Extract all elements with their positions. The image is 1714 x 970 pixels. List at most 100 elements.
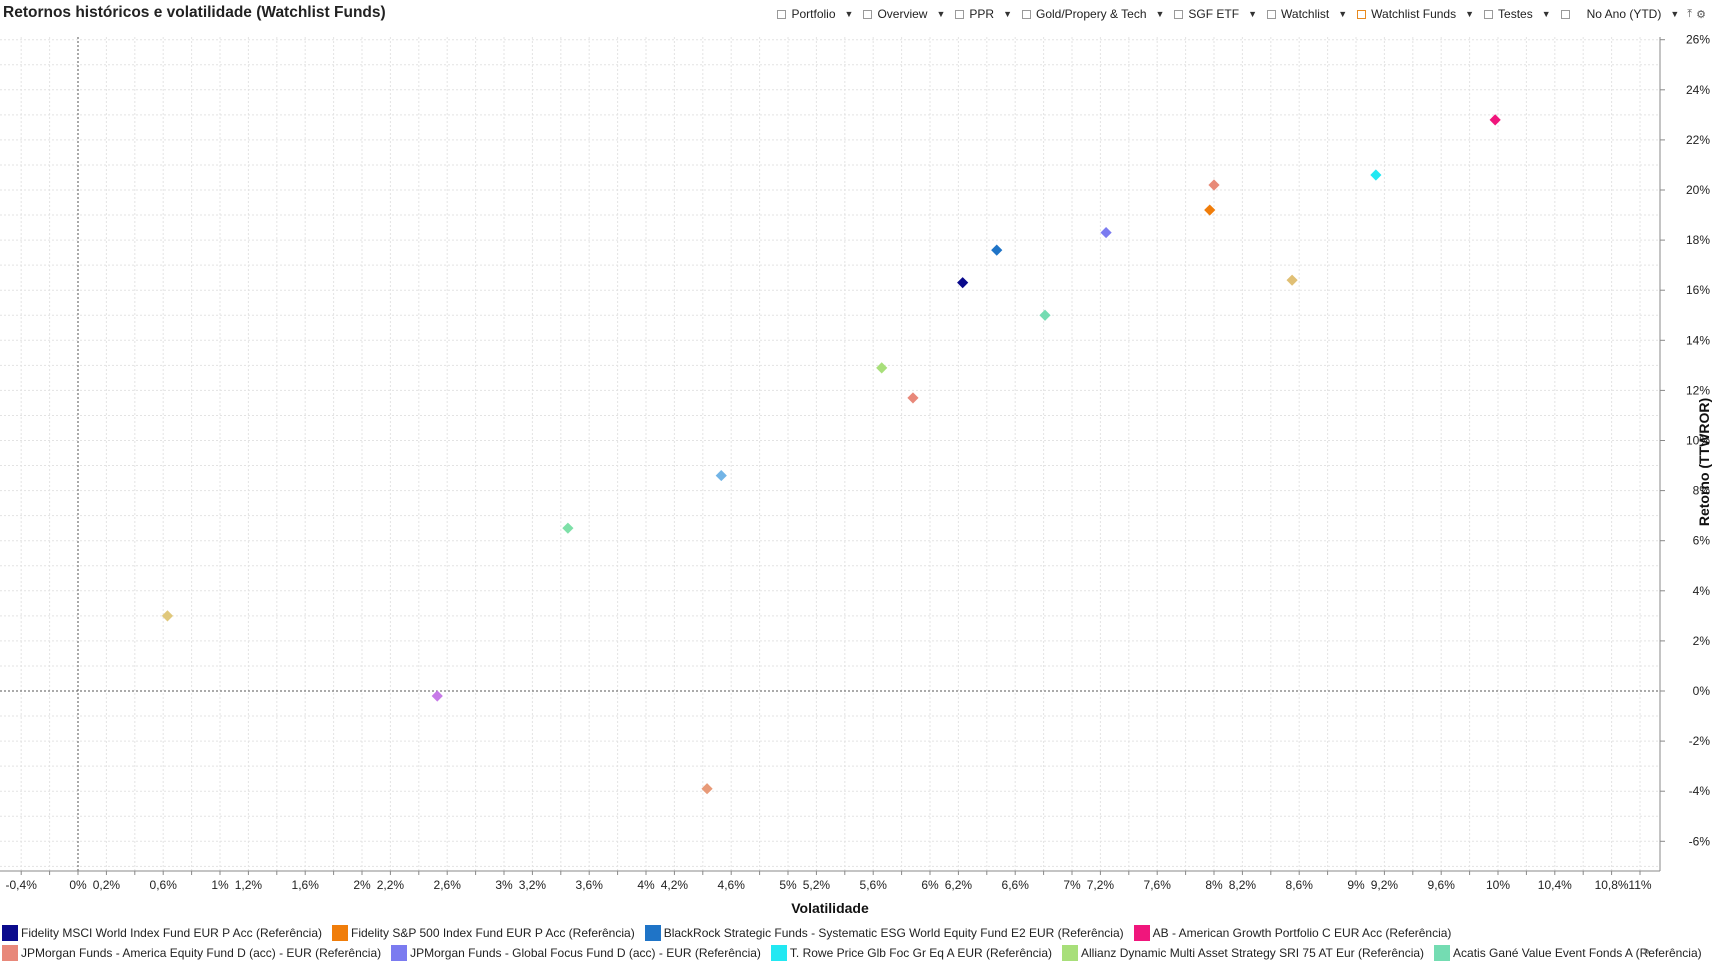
period-selector[interactable]: No Ano (YTD) ▼ <box>1560 7 1680 21</box>
legend-item[interactable]: BlackRock Strategic Funds - Systematic E… <box>643 925 1124 941</box>
legend-item[interactable]: JPMorgan Funds - America Equity Fund D (… <box>0 945 381 961</box>
data-point <box>715 469 727 482</box>
chevron-down-icon[interactable]: ▼ <box>1338 9 1348 19</box>
y-tick-label: 24% <box>1686 83 1710 97</box>
legend-item[interactable]: Fidelity S&P 500 Index Fund EUR P Acc (R… <box>330 925 635 941</box>
legend-item[interactable]: Allianz Dynamic Multi Asset Strategy SRI… <box>1060 945 1424 961</box>
y-tick-label: 20% <box>1686 183 1710 197</box>
x-tick-label: 0,2% <box>93 878 121 892</box>
grid <box>0 37 1660 871</box>
chart-header: Retornos históricos e volatilidade (Watc… <box>0 0 1714 30</box>
legend-swatch <box>2 925 18 941</box>
checkbox-icon <box>1174 9 1184 19</box>
x-tick-label: 6% <box>921 878 939 892</box>
x-tick-label: 1,2% <box>235 878 263 892</box>
view-watchlist[interactable]: Watchlist ▼ <box>1267 7 1347 21</box>
data-point <box>991 244 1003 256</box>
chevron-down-icon[interactable]: ▼ <box>844 9 854 19</box>
scatter-chart: -0,4% 0% 0,2% 0,6% 1% 1,2% 1,6% 2% 2,2% 2,6% 3% 3,2… <box>0 33 1712 916</box>
legend-swatch <box>2 945 18 961</box>
view-watchlist-funds[interactable]: Watchlist Funds ▼ <box>1357 7 1474 21</box>
data-point <box>876 362 888 374</box>
checkbox-icon <box>955 9 965 19</box>
x-tick-label: 7% <box>1063 878 1081 892</box>
legend-swatch <box>1062 945 1079 961</box>
x-tick-label: 0,6% <box>150 878 178 892</box>
checkbox-icon <box>1021 9 1031 19</box>
view-sgf-etf[interactable]: SGF ETF ▼ <box>1174 7 1257 21</box>
legend-item[interactable]: JPMorgan Funds - Global Focus Fund D (ac… <box>389 945 761 961</box>
chevron-down-icon[interactable]: ▼ <box>1465 9 1475 19</box>
x-tick-label: 4% <box>637 878 655 892</box>
data-point <box>562 522 574 534</box>
legend-swatch <box>1133 925 1150 941</box>
legend-item[interactable]: Acatis Gané Value Event Fonds A (Referên… <box>1432 945 1702 961</box>
checkbox-icon <box>1484 9 1494 19</box>
y-tick-label: 18% <box>1686 233 1710 247</box>
y-tick-label: 0% <box>1693 684 1711 698</box>
data-point <box>1204 204 1216 216</box>
y-tick-label: 10% <box>1686 434 1710 448</box>
view-overview[interactable]: Overview ▼ <box>863 7 945 21</box>
x-tick-label: 7,6% <box>1144 878 1172 892</box>
x-tick-label: 2% <box>353 878 371 892</box>
y-tick-label: 22% <box>1686 133 1710 147</box>
chart-title: Retornos históricos e volatilidade (Watc… <box>3 4 386 21</box>
x-tick-label: 10,4% <box>1538 878 1572 892</box>
chevron-down-icon[interactable]: ▼ <box>1541 9 1551 19</box>
view-ppr[interactable]: PPR ▼ <box>955 7 1012 21</box>
data-point <box>431 690 443 702</box>
checkbox-icon <box>863 9 873 19</box>
chevron-down-icon[interactable]: ▼ <box>1155 9 1165 19</box>
y-tick-label: 16% <box>1686 283 1710 297</box>
export-icon[interactable]: ⤒ <box>1687 7 1693 20</box>
legend-swatch <box>391 945 408 961</box>
view-testes[interactable]: Testes ▼ <box>1484 7 1551 21</box>
x-tick-label: 8,2% <box>1229 878 1257 892</box>
data-point <box>1286 274 1298 286</box>
x-tick-label: 1% <box>211 878 229 892</box>
x-tick-label: 3,2% <box>519 878 547 892</box>
data-point <box>957 277 969 289</box>
chevron-down-icon[interactable]: ▼ <box>1670 9 1680 19</box>
chevron-down-icon[interactable]: ▼ <box>1248 9 1258 19</box>
data-point <box>1208 179 1220 191</box>
data-point <box>1100 226 1112 239</box>
x-tick-label: 8% <box>1205 878 1223 892</box>
checkbox-icon <box>777 9 787 19</box>
x-tick-label: 1,6% <box>292 878 320 892</box>
gear-icon[interactable]: ⚙ <box>1696 8 1706 21</box>
view-gold-tech[interactable]: Gold/Propery & Tech ▼ <box>1021 7 1165 21</box>
chevron-down-icon[interactable]: ▼ <box>1003 9 1012 19</box>
legend-more-button[interactable]: » <box>1642 943 1650 958</box>
legend-row-2: JPMorgan Funds - America Equity Fund D (… <box>0 943 1710 963</box>
x-tick-label: 6,6% <box>1002 878 1030 892</box>
y-tick-label: 12% <box>1686 383 1710 397</box>
x-tick-label: 5,6% <box>860 878 888 892</box>
chevron-down-icon[interactable]: ▼ <box>936 9 946 19</box>
view-portfolio[interactable]: Portfolio ▼ <box>777 7 853 21</box>
y-axis-label: Retorno (TTWROR) <box>1696 398 1712 526</box>
y-tick-label: -4% <box>1689 784 1711 798</box>
y-tick-label: 4% <box>1693 584 1711 598</box>
y-tick-label: 2% <box>1693 634 1711 648</box>
axes: -0,4% 0% 0,2% 0,6% 1% 1,2% 1,6% 2% 2,2% 2,6% 3% 3,2… <box>0 33 1710 892</box>
legend-swatch <box>770 945 787 961</box>
x-tick-label: -0,4% <box>6 878 38 892</box>
data-point <box>907 392 919 404</box>
legend-swatch <box>332 925 348 941</box>
legend-item[interactable]: Fidelity MSCI World Index Fund EUR P Acc… <box>0 925 322 941</box>
y-tick-label: -6% <box>1689 834 1711 848</box>
data-point <box>161 610 174 622</box>
x-tick-label: 9% <box>1347 878 1365 892</box>
x-tick-label: 0% <box>69 878 87 892</box>
y-tick-label: 14% <box>1686 333 1710 347</box>
x-axis-label: Volatilidade <box>791 900 869 916</box>
x-tick-label: 7,2% <box>1087 878 1115 892</box>
calendar-icon <box>1560 9 1570 19</box>
legend-item[interactable]: T. Rowe Price Glb Foc Gr Eq A EUR (Refer… <box>769 945 1052 961</box>
x-tick-label: 2,6% <box>434 878 462 892</box>
x-tick-label: 9,6% <box>1428 878 1456 892</box>
x-tick-label: 4,6% <box>718 878 746 892</box>
legend-item[interactable]: AB - American Growth Portfolio C EUR Acc… <box>1132 925 1451 941</box>
